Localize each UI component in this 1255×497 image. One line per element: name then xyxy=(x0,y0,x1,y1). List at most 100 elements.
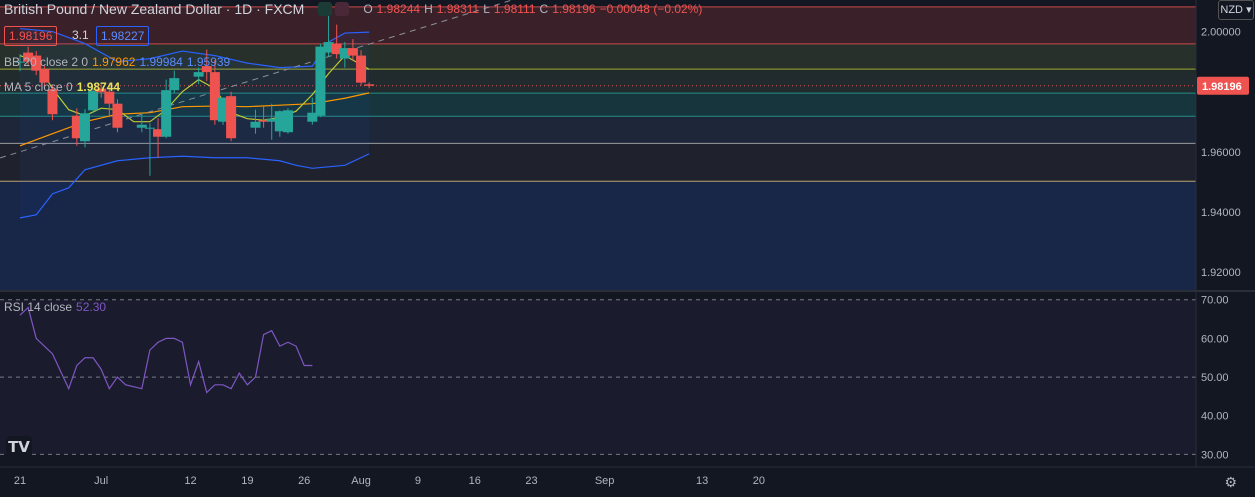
candle-body xyxy=(274,111,285,132)
last-price-box xyxy=(1197,76,1249,95)
gear-icon[interactable]: ⚙ xyxy=(1224,474,1237,490)
rsi-pane xyxy=(0,292,1196,466)
candle-body xyxy=(209,72,220,121)
time-tick-label: 21 xyxy=(14,475,26,487)
high-value: 1.98311 xyxy=(436,2,480,16)
low-label: L xyxy=(483,2,490,16)
rsi-tick-label: 70.00 xyxy=(1201,295,1229,307)
tradingview-logo-icon[interactable]: 𝗧𝗩 xyxy=(6,436,32,458)
rsi-tick-label: 60.00 xyxy=(1201,333,1229,345)
candle-body xyxy=(161,90,172,137)
low-value: 1.98111 xyxy=(493,2,536,16)
rsi-tick-label: 50.00 xyxy=(1201,372,1229,384)
fib-zone xyxy=(0,93,1196,117)
bb-lower-value: 1.95939 xyxy=(186,55,231,69)
time-tick-label: Jul xyxy=(94,475,108,487)
candle-body xyxy=(331,43,342,55)
bb-lower-line xyxy=(19,153,370,219)
open-label: O xyxy=(363,2,373,16)
price-tick-label: 1.96000 xyxy=(1201,147,1241,159)
ma-legend[interactable]: MA 5 close 0 1.98744 xyxy=(4,80,120,94)
buy-price-box[interactable]: 1.98227 xyxy=(96,26,150,46)
last-price-label: 1.98196 xyxy=(1202,81,1242,93)
fib-bands xyxy=(0,6,1196,290)
sell-price-box[interactable]: 1.98196 xyxy=(4,26,58,46)
fib-zone xyxy=(0,6,1196,44)
price-tick-label: 2.00000 xyxy=(1201,27,1241,39)
fib-zone xyxy=(0,143,1196,182)
rsi-label: RSI 14 close xyxy=(4,300,73,314)
axes: 2.00000 1.96000 1.94000 1.92000 70.00 60.00 50… xyxy=(0,0,1255,487)
candle-body xyxy=(47,89,58,115)
candle-body xyxy=(315,46,326,116)
time-tick-label: 13 xyxy=(696,475,708,487)
candle-body xyxy=(31,55,42,71)
ma-value: 1.98744 xyxy=(76,80,121,94)
candle-body xyxy=(218,97,228,122)
time-tick-label: 26 xyxy=(298,475,310,487)
price-tick-label: 1.92000 xyxy=(1201,267,1241,279)
bb-basis-value: 1.97962 xyxy=(92,55,136,69)
bb-label: BB 20 close 2 0 xyxy=(4,55,89,69)
high-label: H xyxy=(424,2,433,16)
rsi-tick-label: 30.00 xyxy=(1201,449,1229,461)
rsi-tick-label: 40.00 xyxy=(1201,411,1229,423)
candle-body xyxy=(323,42,334,53)
status-flag-icon xyxy=(335,2,350,16)
price-tick-label: 1.94000 xyxy=(1201,207,1241,219)
candle-body xyxy=(356,55,367,83)
time-tick-label: 16 xyxy=(469,475,481,487)
candle-body xyxy=(226,96,237,139)
ohlc-values: O 1.98244 H 1.98311 L 1.98111 C 1.98196 −0.0… xyxy=(363,2,702,16)
candle-body xyxy=(88,91,99,111)
market-status xyxy=(318,2,350,16)
fib-zone xyxy=(0,116,1196,144)
rsi-line xyxy=(19,306,313,394)
currency-selector[interactable]: NZD ▾ xyxy=(1218,0,1254,20)
time-tick-label: 12 xyxy=(184,475,196,487)
currency-label: NZD xyxy=(1220,4,1243,16)
fib-zone xyxy=(0,43,1196,70)
candle-body xyxy=(347,48,358,56)
rsi-background xyxy=(0,292,1196,466)
candle-body xyxy=(96,88,107,93)
rsi-value: 52.30 xyxy=(76,300,107,314)
change-value: −0.00048 (−0.02%) xyxy=(599,2,703,16)
open-value: 1.98244 xyxy=(376,2,421,16)
time-tick-label: 23 xyxy=(525,475,537,487)
candle-body xyxy=(266,118,277,122)
bb-band-fill xyxy=(20,28,370,218)
chevron-down-icon: ▾ xyxy=(1246,4,1252,16)
candle-body xyxy=(153,129,164,137)
legend-header: British Pound / New Zealand Dollar · 1D … xyxy=(0,0,702,18)
close-label: C xyxy=(539,2,549,16)
candles xyxy=(15,12,375,176)
candle-body xyxy=(193,72,204,77)
time-tick-label: 20 xyxy=(753,475,765,487)
candle-body xyxy=(144,127,155,129)
candle-body xyxy=(282,110,293,133)
candle-body xyxy=(258,120,269,122)
time-tick-label: 9 xyxy=(415,475,421,487)
time-tick-label: Sep xyxy=(595,475,615,487)
time-tick-label: 19 xyxy=(241,475,253,487)
status-dot-icon xyxy=(318,2,333,16)
symbol-title[interactable]: British Pound / New Zealand Dollar · 1D … xyxy=(4,1,305,17)
candle-body xyxy=(79,113,90,142)
candle-body xyxy=(39,69,50,83)
candle-body xyxy=(339,48,350,59)
candle-body xyxy=(307,112,318,122)
candle-body xyxy=(112,103,123,128)
candle-body xyxy=(201,66,212,73)
ma-label: MA 5 close 0 xyxy=(4,80,73,94)
rsi-legend[interactable]: RSI 14 close 52.30 xyxy=(4,300,106,314)
bb-legend[interactable]: BB 20 close 2 0 1.97962 1.99984 1.95939 xyxy=(4,55,230,69)
close-value: 1.98196 xyxy=(552,2,596,16)
candle-body xyxy=(15,61,25,63)
candle-body xyxy=(169,78,180,91)
candle-body xyxy=(71,115,82,139)
fib-zone-bottom xyxy=(0,181,1196,290)
rsi-zone xyxy=(0,299,1196,455)
spread-value: 3.1 xyxy=(72,28,89,42)
